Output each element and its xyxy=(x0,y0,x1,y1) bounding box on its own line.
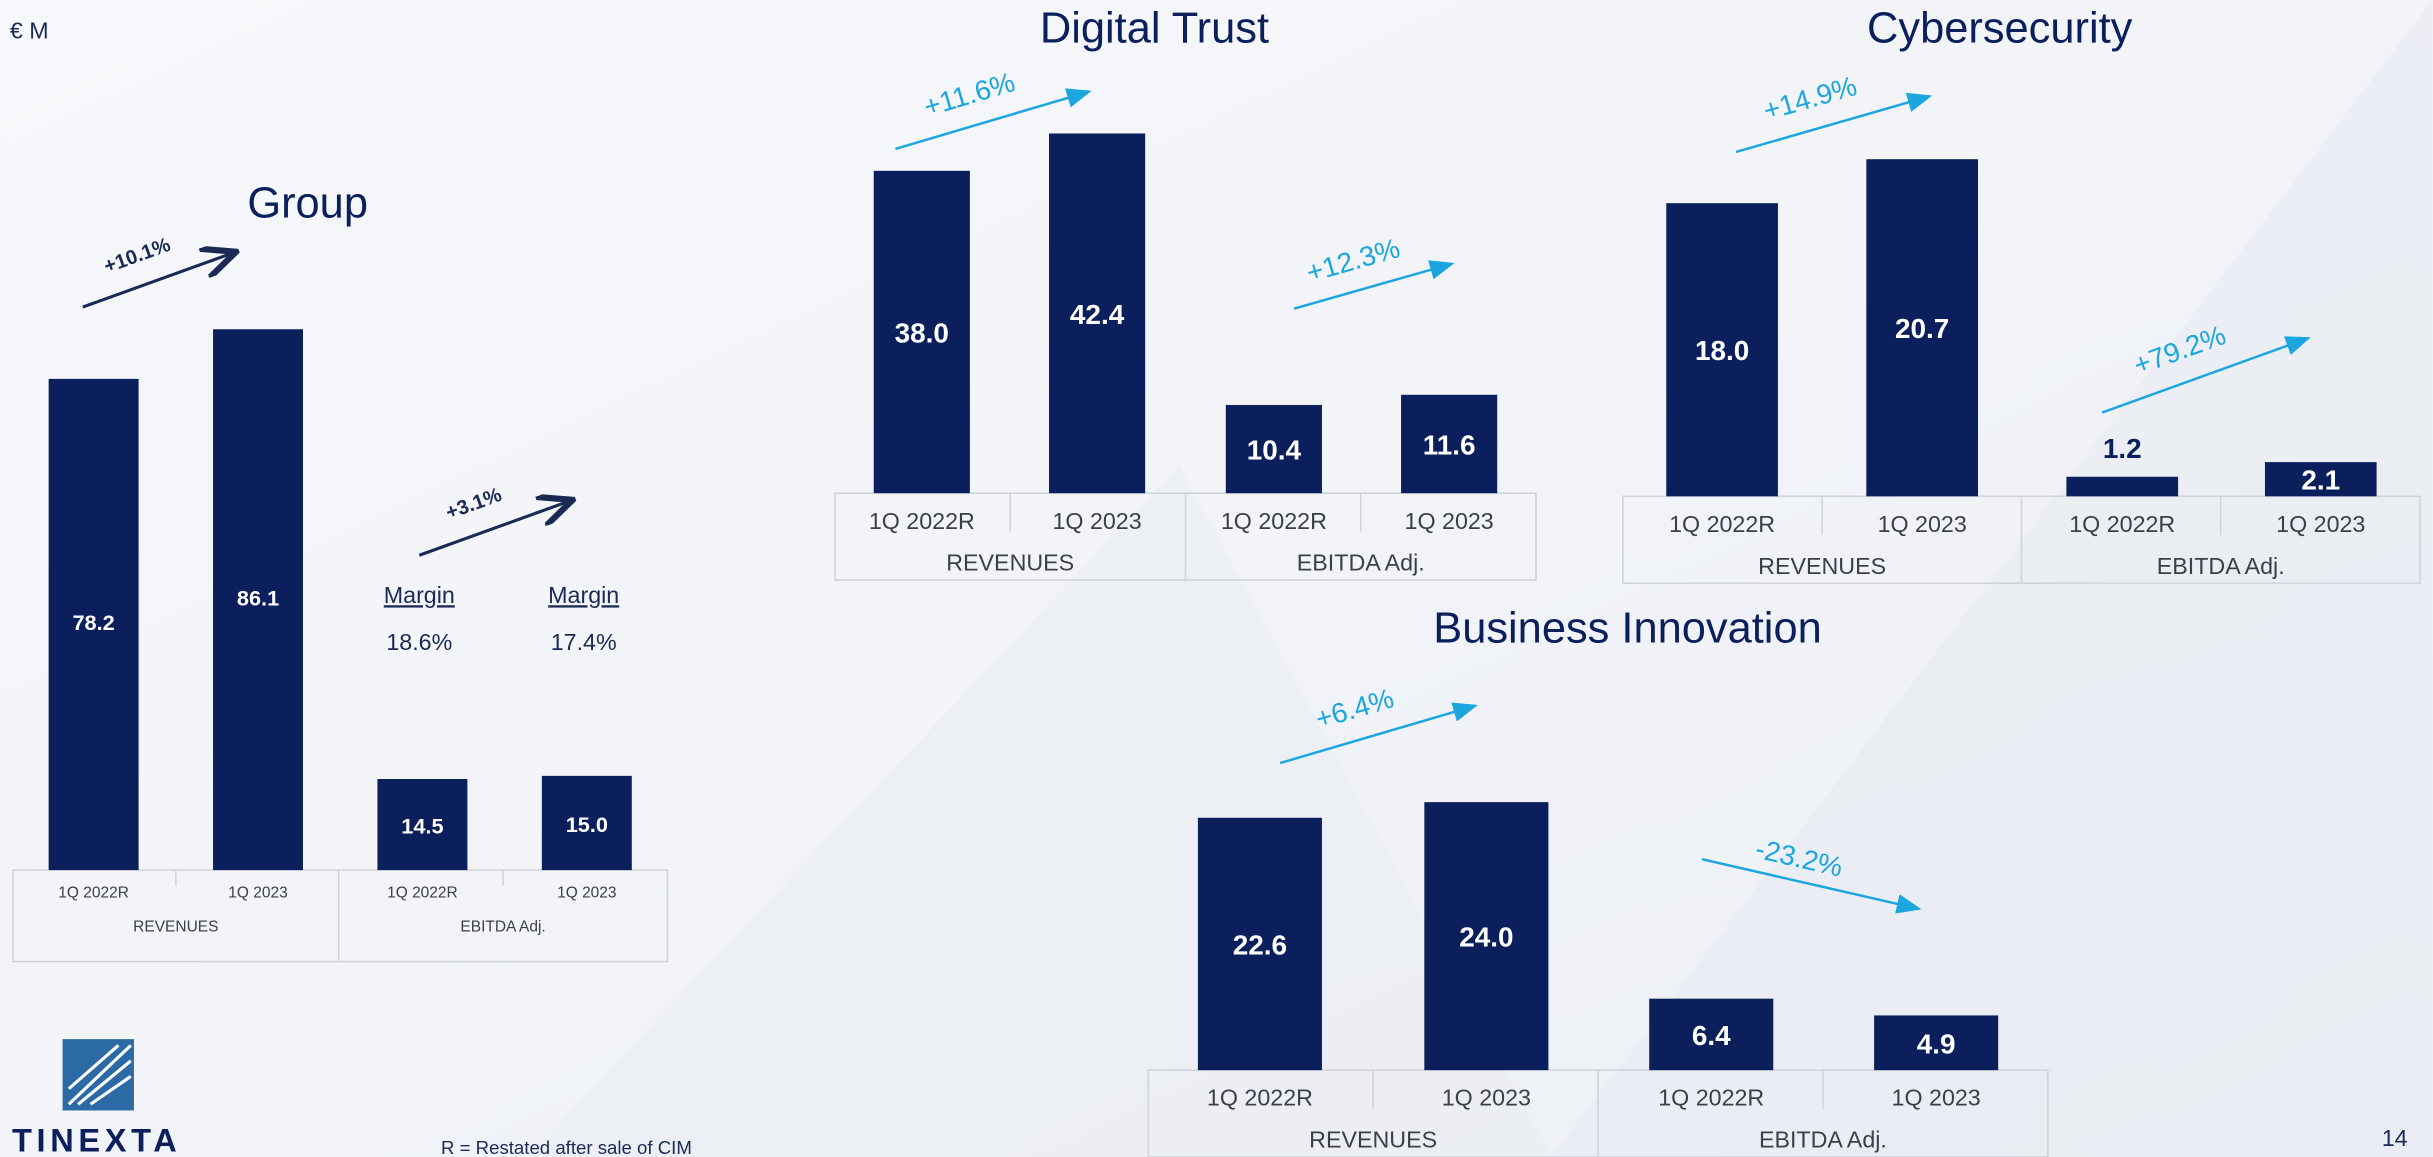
data-label: 24.0 xyxy=(1459,922,1513,953)
data-label: 78.2 xyxy=(72,610,114,635)
x-tick-label: 1Q 2023 xyxy=(1405,508,1494,534)
x-tick-label: 1Q 2022R xyxy=(1221,508,1327,534)
data-label: 18.0 xyxy=(1695,335,1749,366)
bar xyxy=(377,778,468,871)
data-label: 11.6 xyxy=(1423,429,1476,460)
growth-arrow xyxy=(1279,702,1478,765)
data-label: 15.0 xyxy=(566,812,608,837)
x-tick-label: 1Q 2022R xyxy=(1658,1085,1764,1111)
bar xyxy=(541,775,632,871)
x-tick-label: 1Q 2022R xyxy=(1207,1085,1313,1111)
data-label: 2.1 xyxy=(2301,465,2340,496)
data-label: 6.4 xyxy=(1692,1020,1731,1051)
margin-title: Margin xyxy=(548,582,619,608)
page-number: 14 xyxy=(2382,1125,2408,1151)
margin-value: 18.6% xyxy=(386,629,452,655)
x-tick-label: 1Q 2022R xyxy=(869,508,975,534)
x-tick-label: 1Q 2023 xyxy=(1892,1085,1981,1111)
growth-arrow xyxy=(82,253,233,309)
bar xyxy=(1424,802,1549,1071)
x-tick-label: 1Q 2022R xyxy=(387,884,458,901)
x-tick-label: 1Q 2022R xyxy=(58,884,129,901)
group-label: EBITDA Adj. xyxy=(460,919,545,936)
bar xyxy=(1666,203,1778,497)
growth-arrow xyxy=(2101,336,2311,414)
bar xyxy=(1866,159,1979,497)
table-frame xyxy=(12,869,669,963)
group-label: EBITDA Adj. xyxy=(1297,550,1425,576)
bar xyxy=(1225,404,1322,494)
x-tick-label: 1Q 2023 xyxy=(557,884,616,901)
data-label: 22.6 xyxy=(1233,929,1287,960)
group-label: REVENUES xyxy=(133,919,218,936)
bar xyxy=(213,329,303,871)
bar xyxy=(1874,1015,1999,1071)
chart-title: Business Innovation xyxy=(1433,605,1822,653)
x-tick-label: 1Q 2023 xyxy=(2276,511,2365,537)
growth-arrow xyxy=(1701,858,1922,914)
group-label: REVENUES xyxy=(946,550,1074,576)
data-label: 10.4 xyxy=(1247,435,1302,466)
x-tick-label: 1Q 2023 xyxy=(1052,508,1141,534)
growth-arrow xyxy=(1293,260,1455,310)
bg-shape xyxy=(1551,0,2433,1157)
unit-label: € M xyxy=(10,18,49,44)
growth-arrow xyxy=(1735,92,1933,154)
bar xyxy=(2066,476,2179,497)
bar xyxy=(1401,394,1498,494)
bar xyxy=(2264,462,2377,497)
chart-title: Digital Trust xyxy=(1040,4,1269,52)
growth-arrow xyxy=(418,501,569,557)
growth-arrow xyxy=(895,88,1092,151)
data-label: 20.7 xyxy=(1895,313,1949,344)
bar xyxy=(873,170,970,494)
group-label: REVENUES xyxy=(1309,1127,1437,1153)
data-label: 42.4 xyxy=(1070,299,1125,330)
group-label: EBITDA Adj. xyxy=(2157,553,2285,579)
bar xyxy=(48,378,139,871)
bar xyxy=(1649,998,1774,1071)
x-tick-label: 1Q 2023 xyxy=(228,884,287,901)
margin-value: 17.4% xyxy=(551,629,617,655)
data-label: 4.9 xyxy=(1917,1028,1956,1059)
group-label: EBITDA Adj. xyxy=(1759,1127,1887,1153)
bar xyxy=(1048,133,1146,494)
chart-title: Cybersecurity xyxy=(1867,4,2133,52)
chart-title: Group xyxy=(247,180,368,228)
logo-text: TINEXTA xyxy=(12,1123,181,1157)
x-tick-label: 1Q 2023 xyxy=(1878,511,1967,537)
margin-title: Margin xyxy=(384,582,455,608)
data-label: 38.0 xyxy=(895,317,949,348)
data-label: 14.5 xyxy=(401,813,443,838)
data-label: 1.2 xyxy=(2103,433,2142,464)
x-tick-label: 1Q 2023 xyxy=(1442,1085,1531,1111)
footnote: R = Restated after sale of CIM xyxy=(441,1137,692,1157)
logo-icon xyxy=(62,1039,134,1111)
x-tick-label: 1Q 2022R xyxy=(1669,511,1775,537)
bar xyxy=(1197,817,1322,1071)
x-tick-label: 1Q 2022R xyxy=(2069,511,2175,537)
data-label: 86.1 xyxy=(237,585,279,610)
group-label: REVENUES xyxy=(1758,553,1886,579)
